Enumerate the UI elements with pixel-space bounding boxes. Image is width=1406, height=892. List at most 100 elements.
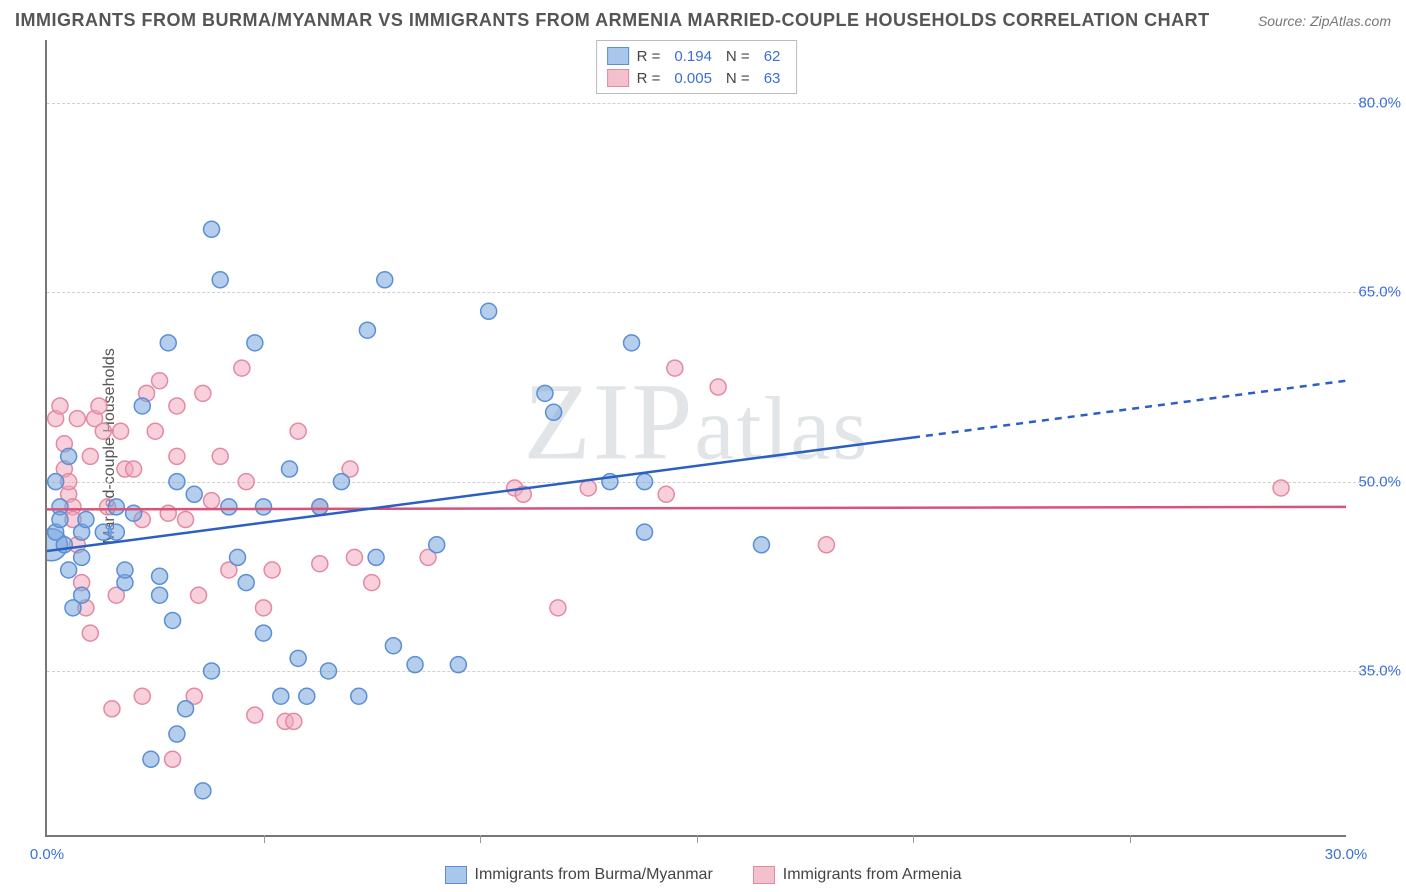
legend-stat-row: R =0.194N =62 [607,45,787,67]
data-point [658,486,674,502]
x-tick [913,835,914,843]
data-point [195,385,211,401]
regression-line [913,381,1346,438]
data-point [351,688,367,704]
data-point [818,537,834,553]
data-point [333,474,349,490]
data-point [204,493,220,509]
plot-area: ZIPatlas R =0.194N =62R =0.005N =63 35.0… [45,40,1346,837]
legend-swatch-icon [753,866,775,884]
data-point [238,474,254,490]
data-point [165,751,181,767]
data-point [667,360,683,376]
data-point [368,549,384,565]
data-point [385,638,401,654]
data-point [238,575,254,591]
data-point [152,373,168,389]
data-point [126,505,142,521]
data-point [113,423,129,439]
x-tick [697,835,698,843]
legend-swatch-icon [445,866,467,884]
data-point [256,625,272,641]
data-point [637,524,653,540]
data-point [52,398,68,414]
data-point [165,612,181,628]
data-point [82,448,98,464]
data-point [169,448,185,464]
data-point [212,448,228,464]
data-point [160,505,176,521]
data-point [95,423,111,439]
data-point [753,537,769,553]
data-point [364,575,380,591]
data-point [186,486,202,502]
data-point [247,707,263,723]
data-point [104,701,120,717]
data-point [234,360,250,376]
legend-swatch-icon [607,47,629,65]
data-point [290,650,306,666]
data-point [195,783,211,799]
legend-series-item: Immigrants from Burma/Myanmar [445,866,713,884]
data-point [48,474,64,490]
data-point [74,587,90,603]
data-point [299,688,315,704]
chart-source: Source: ZipAtlas.com [1258,13,1391,29]
data-point [191,587,207,603]
data-point [359,322,375,338]
data-point [126,461,142,477]
x-tick [264,835,265,843]
y-tick-label: 35.0% [1358,662,1401,679]
data-point [312,556,328,572]
data-point [1273,480,1289,496]
data-point [117,562,133,578]
data-point [169,726,185,742]
y-tick-label: 80.0% [1358,95,1401,112]
legend-series-item: Immigrants from Armenia [753,866,962,884]
x-tick [480,835,481,843]
data-point [152,568,168,584]
data-point [82,625,98,641]
chart-title: IMMIGRANTS FROM BURMA/MYANMAR VS IMMIGRA… [15,10,1210,31]
data-point [204,663,220,679]
data-point [546,404,562,420]
data-point [160,335,176,351]
data-point [286,713,302,729]
data-point [710,379,726,395]
data-point [580,480,596,496]
data-point [429,537,445,553]
data-point [212,272,228,288]
data-point [134,688,150,704]
data-point [450,657,466,673]
legend-swatch-icon [607,69,629,87]
data-point [61,562,77,578]
data-point [624,335,640,351]
data-point [78,512,94,528]
data-point [169,398,185,414]
data-point [74,549,90,565]
x-tick-label: 30.0% [1325,846,1368,863]
y-tick-label: 65.0% [1358,284,1401,301]
data-point [221,499,237,515]
data-point [637,474,653,490]
x-tick-label: 0.0% [30,846,64,863]
legend-stats: R =0.194N =62R =0.005N =63 [596,40,798,94]
data-point [290,423,306,439]
data-point [178,701,194,717]
data-point [108,524,124,540]
chart-header: IMMIGRANTS FROM BURMA/MYANMAR VS IMMIGRA… [15,10,1391,31]
data-point [256,499,272,515]
data-point [230,549,246,565]
data-point [377,272,393,288]
data-point [481,303,497,319]
data-point [264,562,280,578]
data-point [147,423,163,439]
data-point [52,512,68,528]
data-point [312,499,328,515]
data-point [143,751,159,767]
data-point [550,600,566,616]
data-point [152,587,168,603]
data-point [320,663,336,679]
data-point [169,474,185,490]
legend-stat-row: R =0.005N =63 [607,67,787,89]
